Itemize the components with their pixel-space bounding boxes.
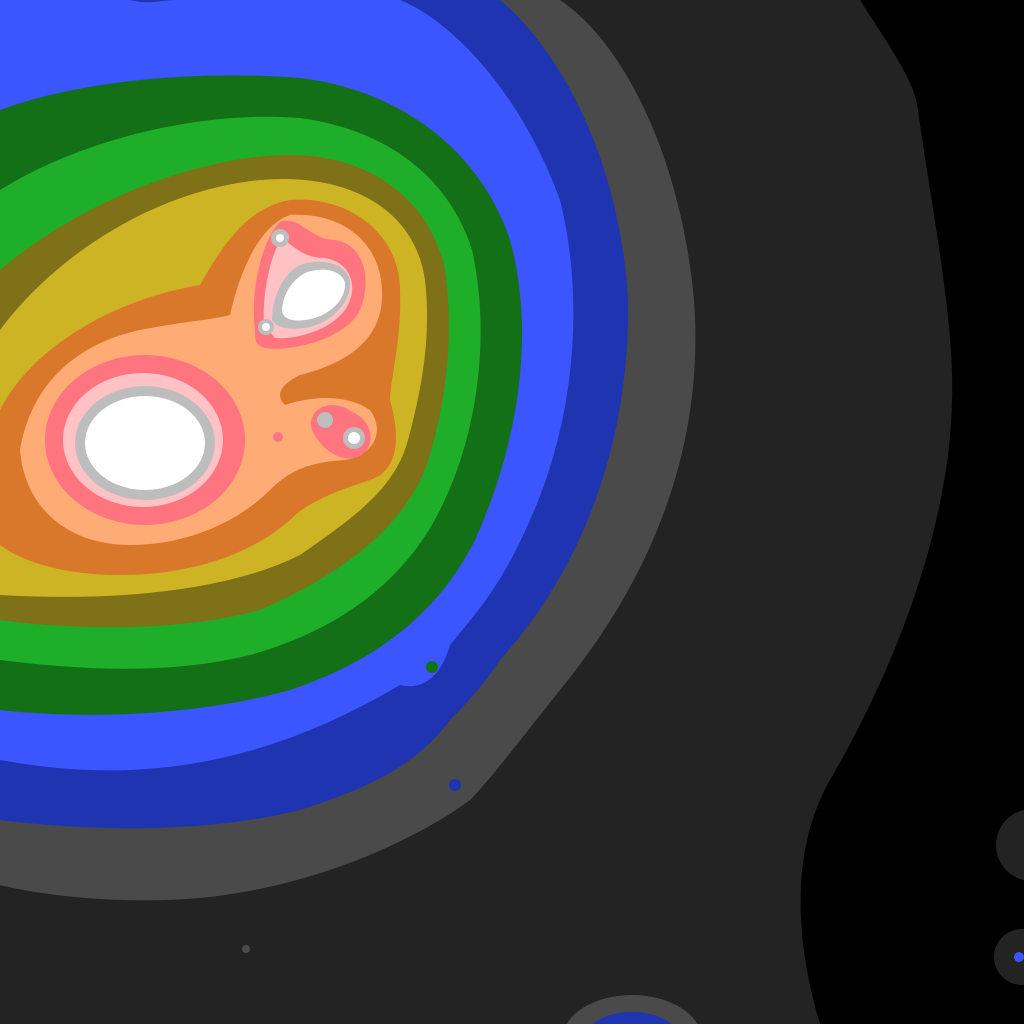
bottom-blob-outer [566,995,698,1024]
primary-peak [85,396,205,490]
gray-speck [242,945,250,953]
small-blob-b [994,929,1024,985]
bottom-blob-inner [592,1012,672,1024]
secondary-peak-dot-top-core [276,234,284,242]
secondary-peak [282,269,346,321]
tertiary-peak [348,432,360,444]
green-spot [426,661,438,673]
tertiary-peak-dot-a-core [322,417,328,423]
small-blob-a [996,809,1024,881]
small-blob-b-core [1014,952,1024,962]
tiny-pink-spot [273,432,283,442]
blue-spot [449,779,461,791]
secondary-peak-dot-bottom-core [262,323,270,331]
